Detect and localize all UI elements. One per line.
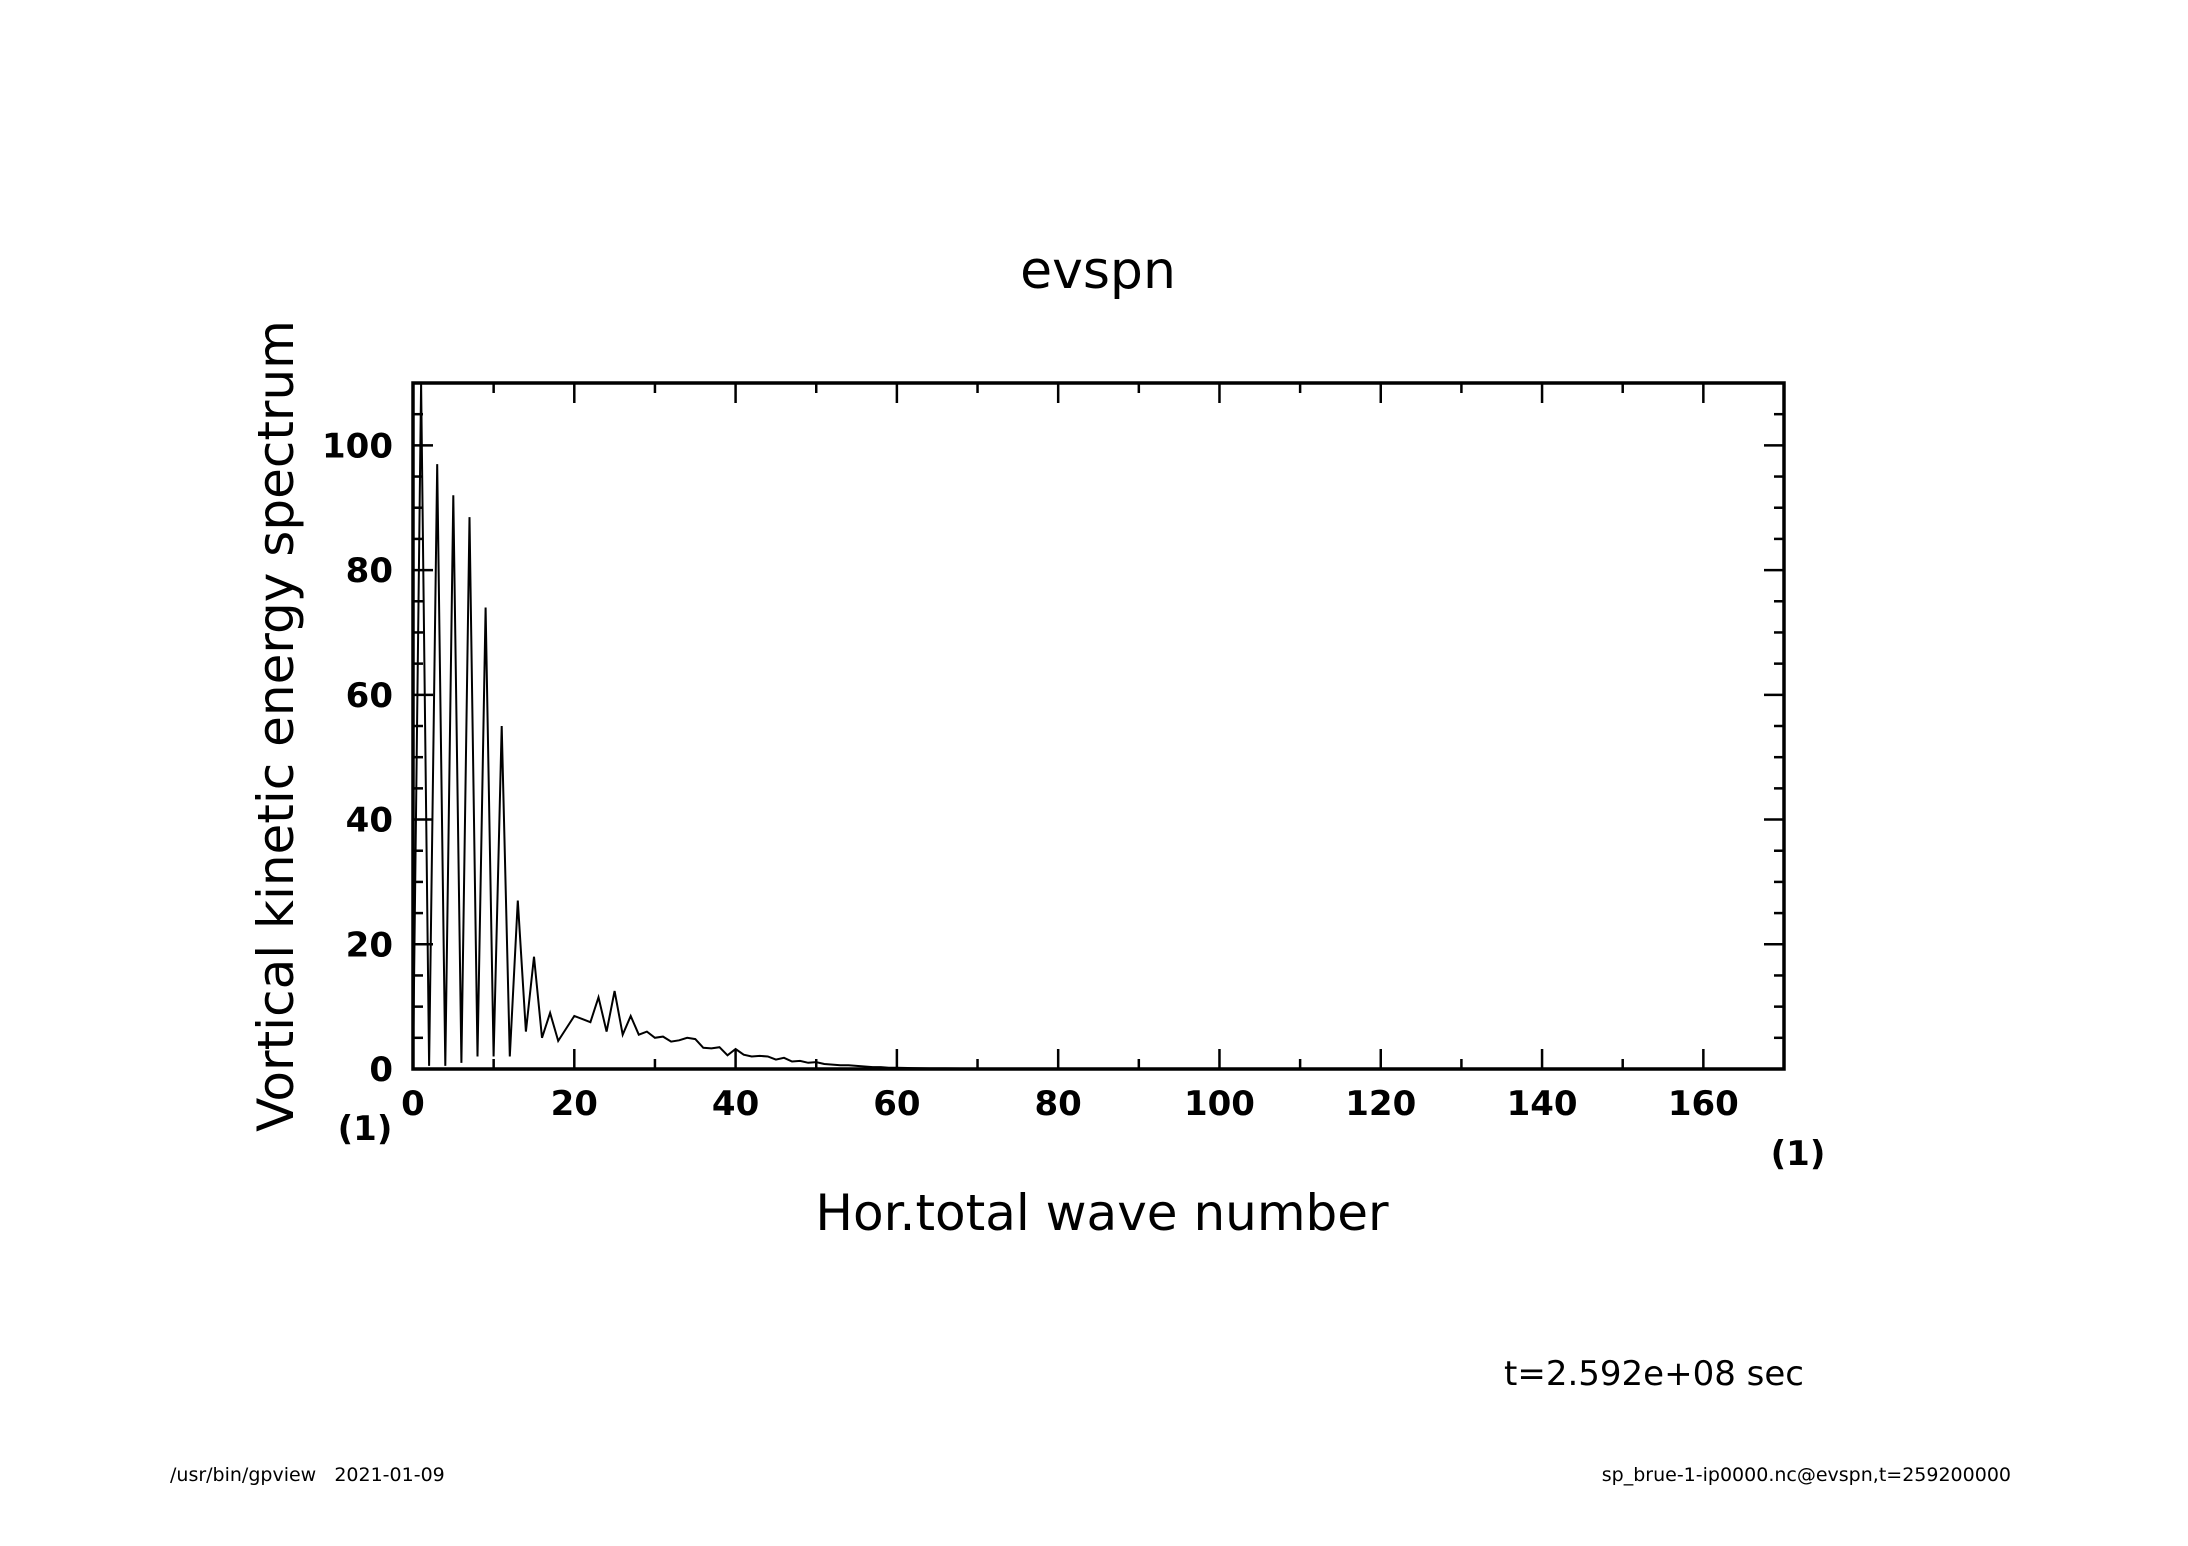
time-annotation: t=2.592e+08 sec — [1504, 1354, 1804, 1394]
x-tick-label: 100 — [1184, 1084, 1255, 1124]
x-tick-label: 60 — [873, 1084, 920, 1124]
chart-title: evspn — [1020, 241, 1176, 301]
y-axis-unit: (1) — [338, 1109, 393, 1149]
y-tick-label: 100 — [322, 426, 393, 466]
x-tick-label: 120 — [1345, 1084, 1416, 1124]
plot-frame — [411, 381, 1786, 1071]
x-tick-label: 140 — [1507, 1084, 1578, 1124]
x-tick-label: 40 — [712, 1084, 759, 1124]
x-tick-label: 160 — [1668, 1084, 1739, 1124]
footer-left: /usr/bin/gpview 2021-01-09 — [170, 1464, 445, 1486]
y-tick-label: 20 — [346, 925, 393, 965]
y-tick-label: 80 — [346, 551, 393, 591]
x-tick-label: 20 — [551, 1084, 598, 1124]
y-axis-label: Vortical kinetic energy spectrum — [247, 320, 305, 1132]
x-tick-label: 0 — [401, 1084, 425, 1124]
y-axis: 0 20 40 60 80 100 — [322, 381, 1784, 1090]
footer-right: sp_brue-1-ip0000.nc@evspn,t=259200000 — [1602, 1464, 2011, 1486]
y-tick-label: 0 — [369, 1050, 393, 1090]
series-line — [412, 382, 1784, 1070]
x-tick-label: 80 — [1035, 1084, 1082, 1124]
x-axis-label: Hor.total wave number — [815, 1184, 1389, 1242]
y-tick-label: 60 — [346, 676, 393, 716]
x-axis-unit: (1) — [1771, 1134, 1826, 1174]
y-tick-label: 40 — [346, 801, 393, 841]
x-axis: 0 20 40 60 80 100 120 140 160 — [401, 383, 1786, 1124]
